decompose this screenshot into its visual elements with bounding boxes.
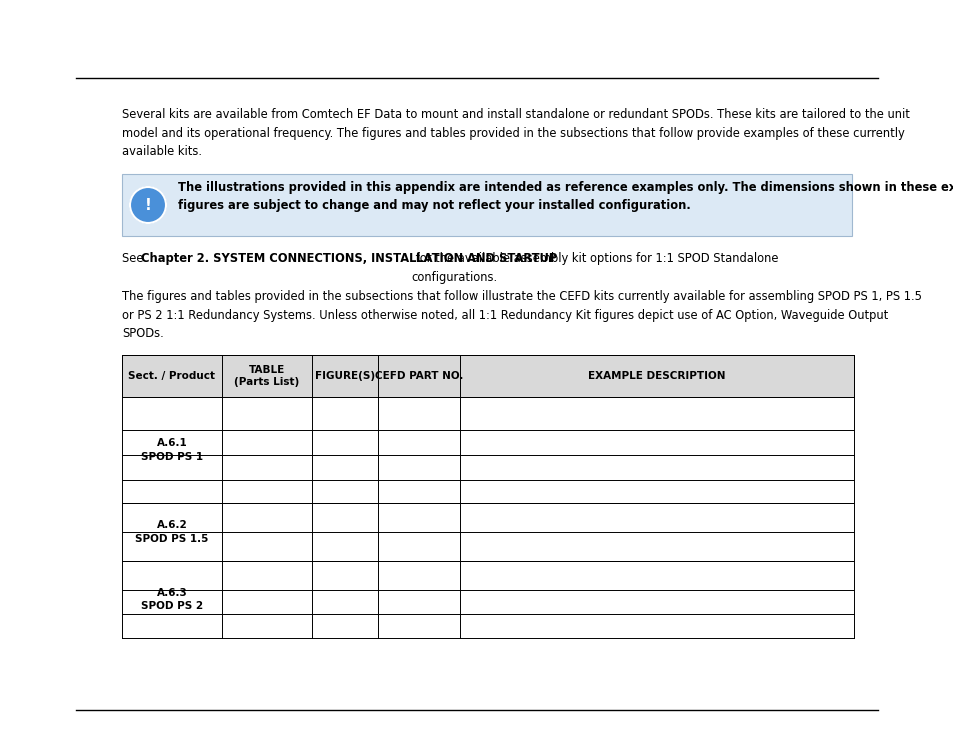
Text: for the available assembly kit options for 1:1 SPOD Standalone
configurations.: for the available assembly kit options f… [411,252,778,283]
Bar [122,355,853,397]
Text: Sect. / Product: Sect. / Product [129,371,215,381]
Text: Several kits are available from Comtech EF Data to mount and install standalone : Several kits are available from Comtech … [122,108,909,158]
Text: FIGURE(S): FIGURE(S) [314,371,375,381]
Text: TABLE
(Parts List): TABLE (Parts List) [234,365,299,387]
Text: CEFD PART NO.: CEFD PART NO. [375,371,463,381]
Text: A.6.2
SPOD PS 1.5: A.6.2 SPOD PS 1.5 [135,520,209,544]
Text: A.6.3
SPOD PS 2: A.6.3 SPOD PS 2 [141,588,203,611]
Text: EXAMPLE DESCRIPTION: EXAMPLE DESCRIPTION [588,371,725,381]
Text: Chapter 2. SYSTEM CONNECTIONS, INSTALLATION AND STARTUP: Chapter 2. SYSTEM CONNECTIONS, INSTALLAT… [141,252,557,265]
Text: A.6.1
SPOD PS 1: A.6.1 SPOD PS 1 [141,438,203,461]
Bar [122,174,851,236]
Text: The figures and tables provided in the subsections that follow illustrate the CE: The figures and tables provided in the s… [122,290,921,340]
Text: The illustrations provided in this appendix are intended as reference examples o: The illustrations provided in this appen… [178,181,953,213]
Text: See: See [122,252,147,265]
Text: !: ! [145,199,152,213]
Circle shape [130,187,166,223]
